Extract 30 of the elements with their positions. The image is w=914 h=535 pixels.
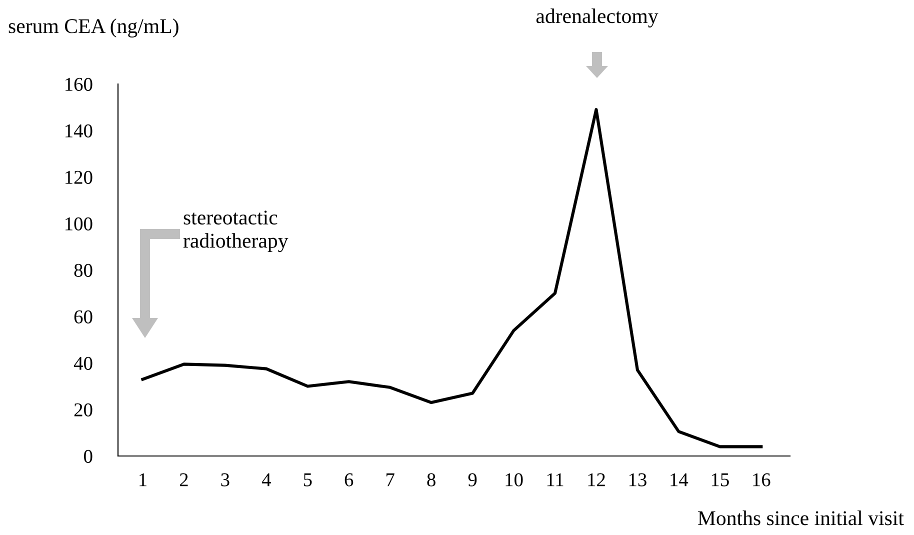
y-tick-label: 140 — [66, 124, 92, 138]
x-tick-label: 11 — [547, 473, 564, 486]
y-tick-label: 40 — [74, 356, 92, 370]
x-tick-label: 5 — [304, 473, 312, 486]
line-series — [141, 108, 763, 448]
x-tick-label: 7 — [386, 473, 394, 486]
y-tick-label: 80 — [74, 264, 92, 277]
x-tick-label: 13 — [629, 473, 646, 486]
y-tick-label: 160 — [66, 78, 92, 91]
x-tick-label: 15 — [712, 473, 729, 486]
x-tick-label: 3 — [221, 473, 230, 486]
y-tick-label: 120 — [66, 170, 92, 184]
y-tick-label: 100 — [66, 217, 92, 230]
x-tick-label: 1 — [140, 473, 146, 486]
y-axis-title: serum CEA (ng/mL) — [8, 18, 178, 38]
x-tick-label: 8 — [427, 473, 436, 486]
x-axis-title: Months since initial visit — [698, 510, 904, 526]
annotation: stereotactic radiotherapy — [183, 210, 288, 252]
x-tick-label: 4 — [262, 473, 271, 486]
x-tick-label: 12 — [588, 473, 605, 486]
x-tick-label: 9 — [468, 473, 477, 486]
x-tick-label: 2 — [180, 473, 188, 486]
x-tick-label: 6 — [344, 473, 354, 486]
y-tick-label: 60 — [74, 310, 92, 324]
text: adrenalectomy — [536, 8, 658, 28]
x-tick-label: 10 — [506, 473, 523, 486]
x-tick-label: 16 — [753, 473, 770, 486]
y-tick-label: 20 — [74, 403, 92, 416]
x-tick-label: 14 — [670, 473, 688, 486]
y-tick-label: 0 — [84, 450, 92, 463]
